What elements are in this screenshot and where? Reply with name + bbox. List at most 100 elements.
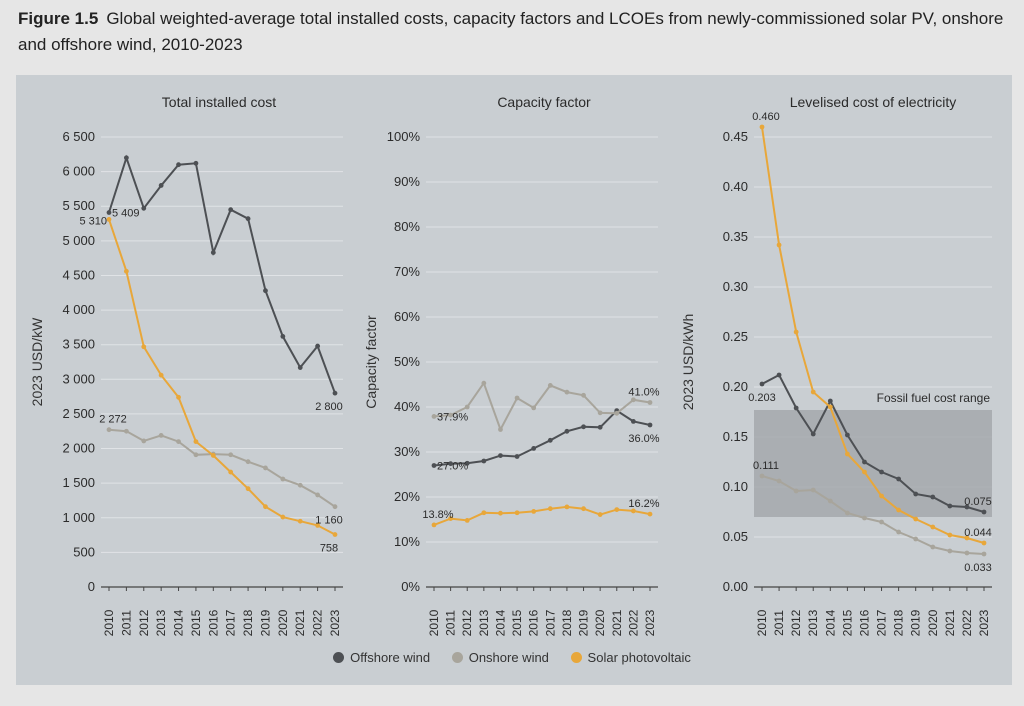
installed-cost-point-onshore (106, 427, 112, 433)
lcoe-data-label: 0.203 (748, 392, 776, 404)
installed-cost-line-offshore (108, 154, 336, 394)
lcoe-point-offshore (947, 503, 953, 509)
capacity-factor-point-solar (448, 516, 454, 521)
capacity-factor-point-solar (564, 504, 570, 510)
capacity-factor-x-tick-label: 2022 (626, 609, 640, 636)
lcoe-point-solar (776, 242, 782, 248)
capacity-factor-y-tick-label: 100% (387, 129, 421, 144)
installed-cost-point-offshore (315, 343, 321, 349)
lcoe-y-tick-label: 0.40 (723, 179, 748, 194)
capacity-factor-point-onshore (547, 383, 553, 388)
capacity-factor-point-solar (581, 506, 586, 512)
capacity-factor-point-solar (531, 509, 537, 514)
installed-cost-y-tick-label: 4 000 (62, 302, 95, 317)
installed-cost-point-onshore (141, 438, 147, 444)
installed-cost-y-tick-label: 3 500 (62, 337, 95, 352)
installed-cost-y-tick-label: 1 000 (62, 510, 95, 525)
figure-number: Figure 1.5 (18, 9, 99, 28)
installed-cost-point-offshore (332, 390, 338, 396)
lcoe-point-offshore (879, 469, 884, 475)
lcoe-point-solar (759, 124, 765, 130)
installed-cost-point-onshore (280, 476, 286, 482)
capacity-factor-point-onshore (464, 404, 470, 410)
capacity-factor-point-onshore (581, 392, 586, 398)
capacity-factor-x-tick-label: 2010 (427, 609, 441, 636)
capacity-factor-y-tick-label: 80% (394, 219, 420, 234)
capacity-factor-point-offshore (630, 419, 636, 424)
lcoe-point-offshore (981, 509, 987, 515)
capacity-factor-y-tick-label: 60% (394, 309, 420, 324)
legend-item-offshore: Offshore wind (333, 650, 430, 665)
lcoe-point-offshore (913, 491, 919, 497)
lcoe-point-offshore (844, 432, 850, 438)
lcoe-y-tick-label: 0.25 (723, 329, 748, 344)
lcoe-data-label: 0.460 (752, 111, 780, 123)
lcoe-x-tick-label: 2017 (875, 609, 889, 636)
capacity-factor-point-offshore (597, 424, 603, 430)
installed-cost-point-offshore (280, 333, 286, 339)
installed-cost-point-offshore (263, 288, 268, 294)
capacity-factor-line-onshore (433, 380, 651, 432)
lcoe-title: Levelised cost of electricity (790, 94, 957, 110)
legend-marker-solar (570, 652, 582, 663)
capacity-factor-x-tick-label: 2016 (527, 609, 541, 636)
capacity-factor-y-tick-label: 40% (394, 399, 420, 414)
capacity-factor-point-solar (514, 510, 520, 516)
lcoe-point-offshore (793, 405, 799, 411)
lcoe-point-onshore (913, 536, 919, 542)
legend-item-solar: Solar photovoltaic (570, 650, 691, 665)
capacity-factor-point-offshore (498, 453, 503, 458)
lcoe-y-tick-label: 0.35 (723, 229, 748, 244)
installed-cost-x-tick-label: 2014 (172, 609, 186, 636)
lcoe-y-tick-label: 0.00 (723, 579, 748, 594)
lcoe-x-tick-label: 2021 (943, 609, 957, 636)
installed-cost-x-tick-label: 2019 (258, 609, 272, 636)
lcoe-x-tick-label: 2018 (892, 609, 906, 636)
capacity-factor-point-solar (630, 508, 636, 514)
capacity-factor-point-offshore (514, 454, 520, 459)
lcoe-point-offshore (896, 476, 902, 482)
installed-cost-y-axis-label: 2023 USD/kW (29, 317, 45, 406)
installed-cost-data-label: 1 160 (315, 515, 343, 527)
installed-cost-x-tick-label: 2023 (328, 609, 342, 636)
lcoe-point-onshore (964, 550, 970, 556)
lcoe-point-solar (879, 493, 884, 499)
lcoe-point-offshore (810, 431, 816, 437)
lcoe-x-tick-label: 2014 (823, 609, 837, 636)
lcoe-point-onshore (776, 478, 782, 484)
installed-cost-y-tick-label: 5 000 (62, 233, 95, 248)
capacity-factor-data-label: 36.0% (628, 433, 659, 445)
charts-svg: Total installed cost 2023 USD/kW 0 500 1 000… (29, 94, 992, 636)
installed-cost-point-offshore (176, 162, 181, 168)
capacity-factor-point-onshore (647, 400, 653, 405)
capacity-factor-x-tick-label: 2012 (460, 609, 474, 636)
lcoe-point-solar (981, 540, 987, 546)
capacity-factor-point-onshore (564, 389, 570, 395)
installed-cost-point-solar (141, 344, 147, 350)
lcoe-y-tick-label: 0.45 (723, 129, 748, 144)
installed-cost-point-onshore (158, 432, 164, 438)
lcoe-y-tick-label: 0.05 (723, 529, 748, 544)
lcoe-point-onshore (879, 519, 884, 525)
installed-cost-point-solar (245, 486, 251, 492)
installed-cost-point-solar (176, 394, 181, 400)
legend: Offshore wind Onshore wind Solar photovo… (0, 650, 1024, 665)
lcoe-x-tick-label: 2016 (857, 609, 871, 636)
capacity-factor-data-label: 16.2% (628, 498, 659, 510)
installed-cost-point-onshore (123, 428, 129, 434)
lcoe-x-tick-label: 2012 (789, 609, 803, 636)
legend-marker-onshore (451, 652, 463, 663)
installed-cost-x-tick-label: 2016 (206, 609, 220, 636)
capacity-factor-x-tick-label: 2014 (493, 609, 507, 636)
installed-cost-point-offshore (210, 250, 216, 256)
capacity-factor-point-solar (481, 510, 487, 516)
installed-cost-y-tick-label: 5 500 (62, 198, 95, 213)
installed-cost-x-tick-label: 2013 (154, 609, 168, 636)
installed-cost-point-onshore (193, 452, 199, 458)
installed-cost-data-label: 758 (320, 543, 338, 555)
installed-cost-data-label: 5 409 (112, 208, 140, 220)
installed-cost-y-tick-label: 1 500 (62, 475, 95, 490)
installed-cost-y-tick-label: 500 (73, 544, 95, 559)
capacity-factor-point-offshore (547, 437, 553, 443)
installed-cost-point-solar (228, 469, 234, 475)
